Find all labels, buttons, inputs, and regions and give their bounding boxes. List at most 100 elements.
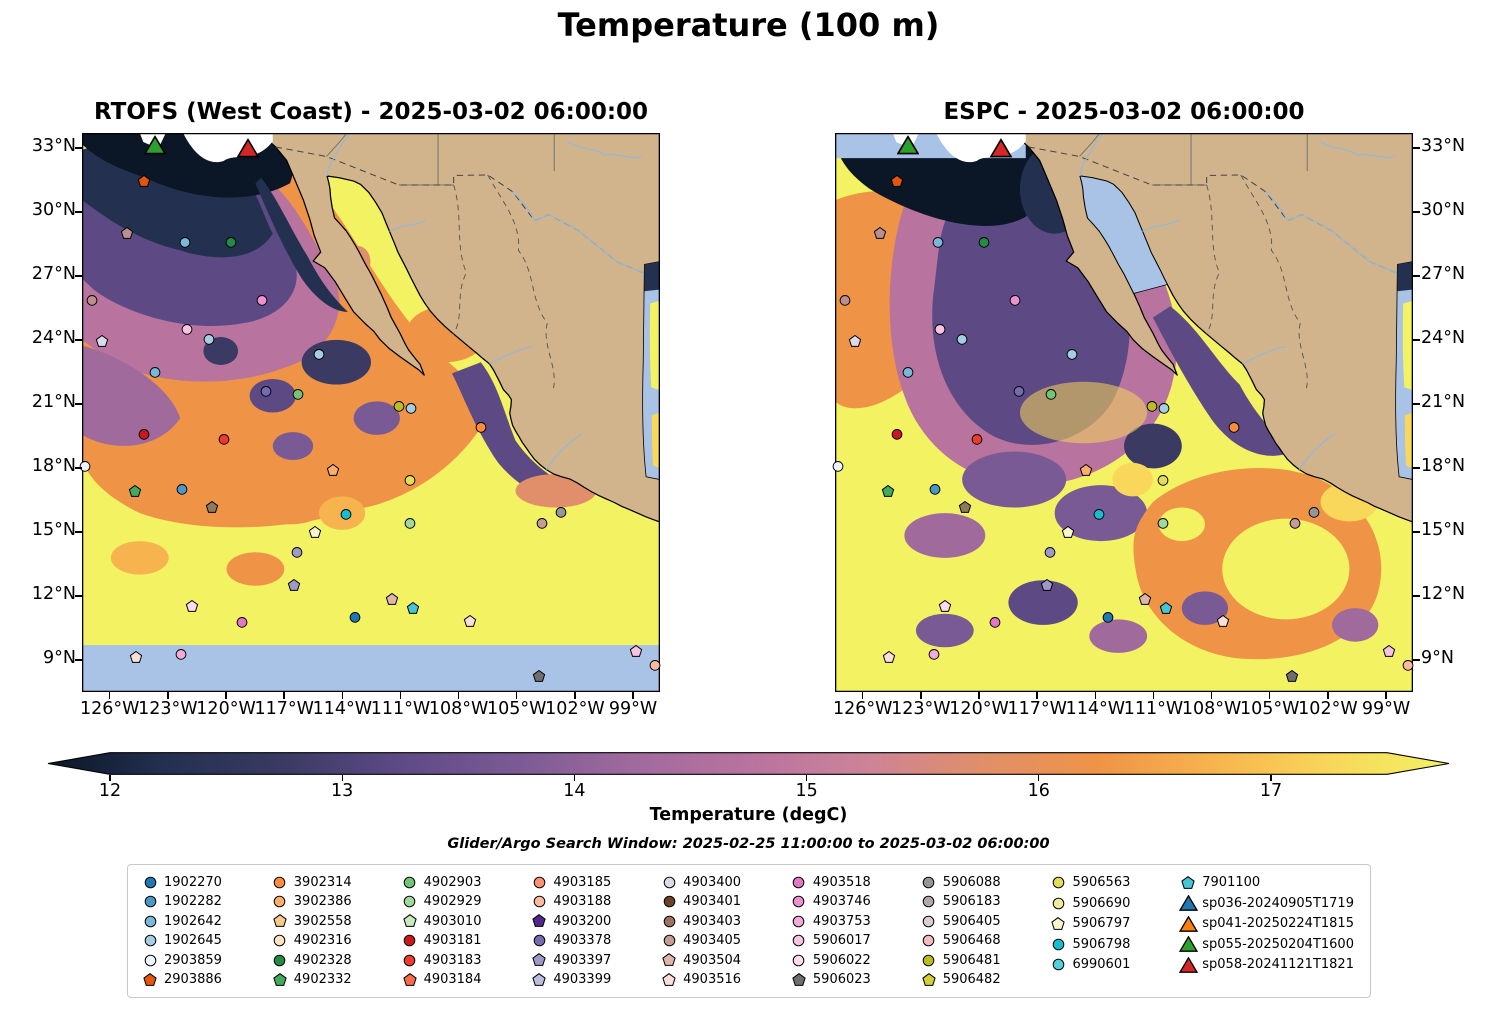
legend-marker-icon xyxy=(917,876,941,889)
legend-marker-icon xyxy=(657,953,681,967)
circle-marker-icon xyxy=(922,895,935,908)
y-tick-mark xyxy=(1413,275,1420,277)
legend-marker-icon xyxy=(398,895,422,908)
legend-item: 4902332 xyxy=(268,971,396,990)
legend-item-label: 4903516 xyxy=(683,972,742,988)
legend-marker-icon xyxy=(657,934,681,947)
legend-item: sp041-20250224T1815 xyxy=(1176,914,1360,934)
legend-item: 4903746 xyxy=(787,893,915,912)
legend-marker-icon xyxy=(657,972,681,987)
legend-item: 4903516 xyxy=(657,971,785,990)
legend-item: 1902270 xyxy=(138,873,266,892)
circle-marker-icon xyxy=(922,915,935,928)
y-tick-mark xyxy=(1413,467,1420,469)
legend-item-label: 4903010 xyxy=(423,913,482,929)
legend-item-label: 5906690 xyxy=(1072,895,1131,911)
y-tick-label: 9°N xyxy=(43,648,76,669)
y-tick-label: 27°N xyxy=(1421,263,1466,284)
legend-column: 3902314 3902386 3902558 4902316 4902328 49023… xyxy=(268,873,396,989)
x-tick-mark xyxy=(1036,692,1038,699)
circle-marker-icon xyxy=(1052,938,1065,951)
y-tick-mark xyxy=(1413,403,1420,405)
legend-marker-icon xyxy=(527,934,551,947)
legend-item-label: 3902314 xyxy=(293,874,352,890)
x-tick-label: 120°W xyxy=(196,699,256,719)
colorbar-tick-label: 16 xyxy=(1027,781,1050,801)
legend-item: 4903403 xyxy=(657,912,785,931)
legend-item-label: 4902316 xyxy=(293,933,352,949)
circle-marker-icon xyxy=(144,954,156,967)
subplot-title-espc: ESPC - 2025-03-02 06:00:00 xyxy=(943,99,1305,125)
legend-item: 4903753 xyxy=(787,912,915,931)
pentagon-marker-icon xyxy=(922,972,936,986)
circle-marker-icon xyxy=(403,934,416,947)
legend-item: 4902929 xyxy=(398,893,526,912)
legend-item-label: 1902282 xyxy=(164,894,222,910)
pentagon-marker-icon xyxy=(532,953,547,967)
legend-marker-icon xyxy=(787,934,811,947)
legend-marker-icon xyxy=(268,934,292,947)
legend-item: 4903401 xyxy=(657,893,785,912)
legend-column: 4903400 4903401 4903403 4903405 4903504 49035… xyxy=(657,873,785,989)
legend-item: 5906797 xyxy=(1046,914,1174,934)
y-tick-mark xyxy=(75,531,82,533)
circle-marker-icon xyxy=(1052,958,1065,971)
colorbar-tick-mark xyxy=(341,775,343,781)
legend-item-label: 4903399 xyxy=(553,972,612,988)
colorbar-label: Temperature (degC) xyxy=(649,805,848,825)
pentagon-marker-icon xyxy=(662,972,676,986)
x-tick-mark xyxy=(283,692,285,699)
circle-marker-icon xyxy=(533,934,546,947)
legend-item: 2903859 xyxy=(138,951,266,970)
colorbar-tick-mark xyxy=(109,775,111,781)
legend-marker-icon xyxy=(917,895,941,908)
pentagon-marker-icon xyxy=(532,914,547,928)
legend-marker-icon xyxy=(1046,876,1070,889)
legend-item: 5906023 xyxy=(787,971,915,990)
y-tick-label: 12°N xyxy=(31,584,76,605)
x-tick-mark xyxy=(1152,692,1155,699)
legend-marker-icon xyxy=(527,914,551,928)
map-rtofs xyxy=(80,133,661,692)
colorbar-tick-label: 17 xyxy=(1259,781,1283,801)
legend-item-label: 7901100 xyxy=(1202,875,1261,891)
circle-marker-icon xyxy=(273,934,286,947)
circle-marker-icon xyxy=(273,895,286,908)
x-tick-mark xyxy=(399,692,402,699)
x-tick-label: 114°W xyxy=(312,699,373,719)
temperature-field-svg xyxy=(835,133,1413,692)
legend-item: 3902314 xyxy=(268,873,396,892)
circle-marker-icon xyxy=(663,934,675,947)
legend-item: 4903183 xyxy=(398,951,526,970)
y-tick-label: 21°N xyxy=(31,392,76,412)
y-tick-mark xyxy=(75,275,82,277)
x-tick-label: 102°W xyxy=(1298,699,1358,719)
y-tick-label: 21°N xyxy=(1421,392,1466,412)
x-tick-mark xyxy=(1094,692,1097,699)
legend-marker-icon xyxy=(917,915,941,928)
legend-item: 4903400 xyxy=(657,873,785,892)
figure-subtitle: Glider/Argo Search Window: 2025-02-25 11… xyxy=(447,836,1050,852)
legend-item-label: 4903181 xyxy=(423,933,482,949)
x-tick-mark xyxy=(978,692,980,699)
legend-item-label: 5906563 xyxy=(1072,875,1131,891)
legend-item: 5906690 xyxy=(1046,894,1174,914)
circle-marker-icon xyxy=(533,895,546,908)
x-tick-mark xyxy=(1210,692,1213,699)
legend-item: 3902558 xyxy=(268,912,396,931)
x-tick-label: 111°W xyxy=(370,699,431,719)
legend-column: 5906563 5906690 5906797 5906798 6990601 xyxy=(1046,873,1174,989)
legend-item-label: 5906468 xyxy=(942,933,1001,949)
legend-item-label: 5906405 xyxy=(942,913,1001,929)
legend-item-label: 5906022 xyxy=(812,952,871,968)
legend-item-label: sp055-20250204T1600 xyxy=(1202,936,1354,952)
circle-marker-icon xyxy=(1052,897,1065,910)
legend-marker-icon xyxy=(268,914,292,928)
pentagon-marker-icon xyxy=(402,972,417,986)
y-tick-label: 15°N xyxy=(1421,520,1466,540)
triangle-marker-icon xyxy=(1178,936,1198,953)
legend-item: 4903504 xyxy=(657,951,785,970)
colorbar-tick-label: 13 xyxy=(331,781,354,801)
x-tick-mark xyxy=(1327,692,1329,699)
